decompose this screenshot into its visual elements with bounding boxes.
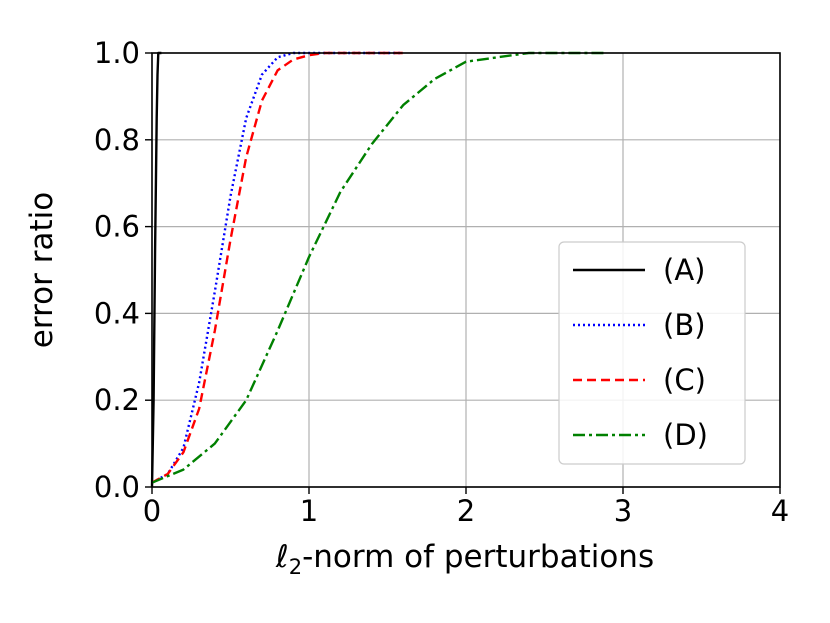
- series-line: [151, 51, 608, 484]
- series-line: [151, 51, 404, 484]
- x-tick-label: 3: [614, 494, 632, 528]
- legend-label: (A): [663, 253, 705, 287]
- y-tick-label: 0.4: [94, 296, 140, 330]
- y-axis-label: error ratio: [24, 192, 60, 348]
- series-line: [150, 51, 162, 488]
- x-tick-label: 0: [143, 494, 161, 528]
- legend-items: (A) (B) (C) (D): [573, 253, 708, 452]
- x-axis-label: ℓ2-norm of perturbations: [275, 539, 654, 579]
- y-tick-label: 1.0: [94, 36, 140, 70]
- x-axis-label-sub: 2: [289, 555, 302, 579]
- legend-label: (C): [663, 363, 706, 397]
- y-tick-label: 0.6: [94, 210, 140, 244]
- x-axis-ticks: 0 1 2 3 4: [143, 487, 789, 528]
- x-axis-label-rest: -norm of perturbations: [302, 539, 654, 575]
- y-tick-label: 0.8: [94, 123, 140, 157]
- y-tick-label: 0.0: [94, 470, 140, 504]
- series-lines: [150, 51, 608, 488]
- legend-label: (D): [663, 418, 708, 452]
- legend: (A) (B) (C) (D): [558, 241, 746, 465]
- x-axis-label-var: ℓ: [275, 539, 289, 575]
- x-tick-label: 4: [771, 494, 789, 528]
- legend-box: [558, 241, 746, 465]
- x-tick-label: 1: [300, 494, 318, 528]
- y-tick-label: 0.2: [94, 383, 140, 417]
- x-tick-label: 2: [457, 494, 475, 528]
- series-line: [151, 51, 404, 484]
- y-axis-ticks: 0.0 0.2 0.4 0.6 0.8 1.0: [94, 36, 152, 504]
- legend-label: (B): [663, 308, 706, 342]
